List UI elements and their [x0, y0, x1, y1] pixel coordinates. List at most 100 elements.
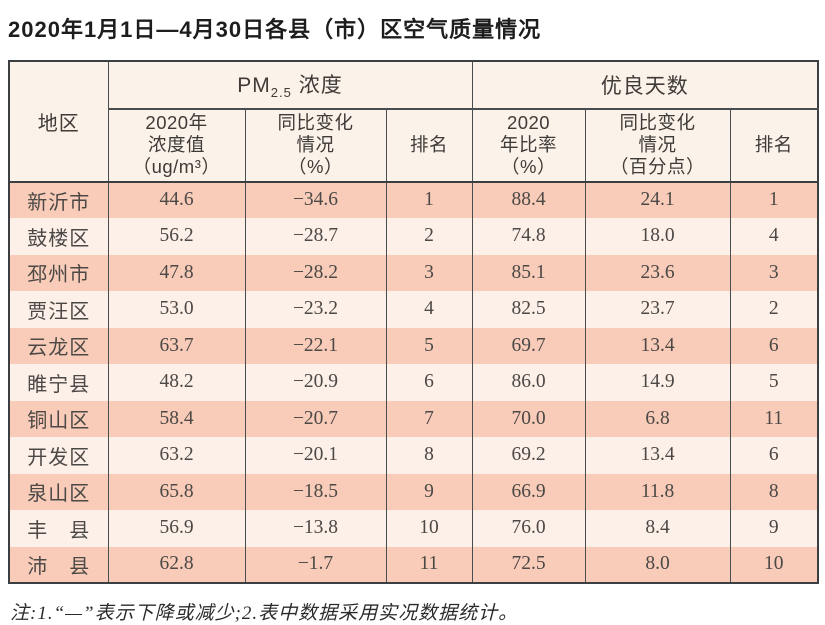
sub-header-row: 2020年 浓度值 （ug/m³） 同比变化 情况 （%） 排名 2020 年比…: [9, 108, 819, 183]
pm-value-cell: 47.8: [107, 254, 246, 292]
good-change-cell: 8.4: [584, 510, 731, 547]
region-cell: 沛 县: [8, 546, 109, 584]
pm-value-cell: 53.0: [107, 291, 246, 328]
good-rate-cell: 69.7: [471, 327, 586, 365]
good-rank-cell: 6: [729, 327, 819, 365]
good-rate-cell: 88.4: [471, 181, 586, 219]
good-rank-cell: 8: [729, 473, 819, 511]
good-rank-cell: 10: [729, 546, 819, 584]
pm25-label-prefix: PM: [237, 74, 271, 98]
good-rate-cell: 69.2: [471, 437, 586, 474]
pm-rank-cell: 1: [385, 181, 473, 219]
table-row: 沛 县 62.8 −1.7 11 72.5 8.0 10: [8, 546, 819, 584]
table-body: 新沂市 44.6 −34.6 1 88.4 24.1 1 鼓楼区 56.2 −28.7 2 74.8 1…: [8, 181, 819, 584]
pm-rank-cell: 10: [385, 510, 473, 547]
table-row: 泉山区 65.8 −18.5 9 66.9 11.8 8: [8, 473, 819, 511]
pm-value-cell: 65.8: [107, 473, 246, 511]
region-cell: 贾汪区: [8, 291, 109, 328]
region-cell: 鼓楼区: [8, 218, 109, 255]
pm-change-cell: −20.1: [244, 437, 387, 474]
table-row: 睢宁县 48.2 −20.9 6 86.0 14.9 5: [8, 364, 819, 401]
good-rate-cell: 86.0: [471, 364, 586, 401]
good-rate-cell: 70.0: [471, 400, 586, 438]
col-header-pm-change: 同比变化 情况 （%）: [244, 108, 387, 183]
region-cell: 泉山区: [8, 473, 109, 511]
good-rank-cell: 4: [729, 218, 819, 255]
group-header-row: 地区 PM2.5 浓度 优良天数: [8, 60, 819, 183]
pm-rank-cell: 7: [385, 400, 473, 438]
pm-rank-cell: 9: [385, 473, 473, 511]
pm-rank-cell: 3: [385, 254, 473, 292]
table-row: 邳州市 47.8 −28.2 3 85.1 23.6 3: [8, 254, 819, 292]
pm-rank-cell: 11: [385, 546, 473, 584]
pm-value-cell: 63.2: [107, 437, 246, 474]
good-change-cell: 23.7: [584, 291, 731, 328]
pm-value-cell: 56.2: [107, 218, 246, 255]
pm-rank-cell: 5: [385, 327, 473, 365]
pm-rank-cell: 8: [385, 437, 473, 474]
pm-value-cell: 56.9: [107, 510, 246, 547]
air-quality-table: 地区 PM2.5 浓度 优良天数 2020年 浓度值 （ug/m³） 同比变化 …: [8, 60, 820, 585]
pm-rank-cell: 2: [385, 218, 473, 255]
page-title: 2020年1月1日—4月30日各县（市）区空气质量情况: [8, 17, 542, 42]
region-cell: 开发区: [8, 437, 109, 474]
good-rate-cell: 74.8: [471, 218, 586, 255]
col-header-good-rate: 2020 年比率 （%）: [471, 108, 586, 183]
good-rank-cell: 5: [729, 364, 819, 401]
pm-change-cell: −34.6: [244, 181, 387, 219]
good-change-cell: 8.0: [584, 546, 731, 584]
col-header-pm-value: 2020年 浓度值 （ug/m³）: [107, 108, 246, 183]
col-group-pm25: PM2.5 浓度: [107, 60, 473, 110]
table-row: 开发区 63.2 −20.1 8 69.2 13.4 6: [8, 437, 819, 474]
good-rate-cell: 82.5: [471, 291, 586, 328]
region-cell: 睢宁县: [8, 364, 109, 401]
col-group-good-days: 优良天数: [471, 60, 819, 110]
good-change-cell: 11.8: [584, 473, 731, 511]
region-cell: 铜山区: [8, 400, 109, 438]
region-cell: 新沂市: [8, 181, 109, 219]
pm-value-cell: 48.2: [107, 364, 246, 401]
pm-change-cell: −13.8: [244, 510, 387, 547]
table-row: 丰 县 56.9 −13.8 10 76.0 8.4 9: [8, 510, 819, 547]
pm-change-cell: −23.2: [244, 291, 387, 328]
good-change-cell: 23.6: [584, 254, 731, 292]
pm-change-cell: −1.7: [244, 546, 387, 584]
pm-rank-cell: 4: [385, 291, 473, 328]
good-rank-cell: 6: [729, 437, 819, 474]
table-row: 新沂市 44.6 −34.6 1 88.4 24.1 1: [8, 181, 819, 219]
good-rank-cell: 11: [729, 400, 819, 438]
good-change-cell: 14.9: [584, 364, 731, 401]
pm-change-cell: −20.9: [244, 364, 387, 401]
pm-change-cell: −20.7: [244, 400, 387, 438]
pm25-label-subscript: 2.5: [270, 85, 292, 101]
pm-value-cell: 62.8: [107, 546, 246, 584]
col-header-good-change: 同比变化 情况 （百分点）: [584, 108, 731, 183]
region-cell: 丰 县: [8, 510, 109, 547]
table-row: 鼓楼区 56.2 −28.7 2 74.8 18.0 4: [8, 218, 819, 255]
col-header-good-rank: 排名: [729, 108, 819, 183]
table-row: 贾汪区 53.0 −23.2 4 82.5 23.7 2: [8, 291, 819, 328]
good-rate-cell: 72.5: [471, 546, 586, 584]
good-rank-cell: 3: [729, 254, 819, 292]
pm-rank-cell: 6: [385, 364, 473, 401]
good-change-cell: 6.8: [584, 400, 731, 438]
pm-change-cell: −18.5: [244, 473, 387, 511]
pm25-label-suffix: 浓度: [291, 74, 343, 98]
good-change-cell: 13.4: [584, 327, 731, 365]
col-header-region: 地区: [8, 60, 109, 183]
good-rate-cell: 85.1: [471, 254, 586, 292]
pm-change-cell: −28.2: [244, 254, 387, 292]
pm-value-cell: 44.6: [107, 181, 246, 219]
table-row: 云龙区 63.7 −22.1 5 69.7 13.4 6: [8, 327, 819, 365]
pm-value-cell: 58.4: [107, 400, 246, 438]
good-rank-cell: 1: [729, 181, 819, 219]
good-rank-cell: 2: [729, 291, 819, 328]
good-change-cell: 13.4: [584, 437, 731, 474]
footnote: 注:1.“—”表示下降或减少;2.表中数据采用实况数据统计。: [10, 603, 519, 625]
pm-change-cell: −28.7: [244, 218, 387, 255]
good-rate-cell: 76.0: [471, 510, 586, 547]
region-cell: 云龙区: [8, 327, 109, 365]
good-change-cell: 18.0: [584, 218, 731, 255]
good-rate-cell: 66.9: [471, 473, 586, 511]
